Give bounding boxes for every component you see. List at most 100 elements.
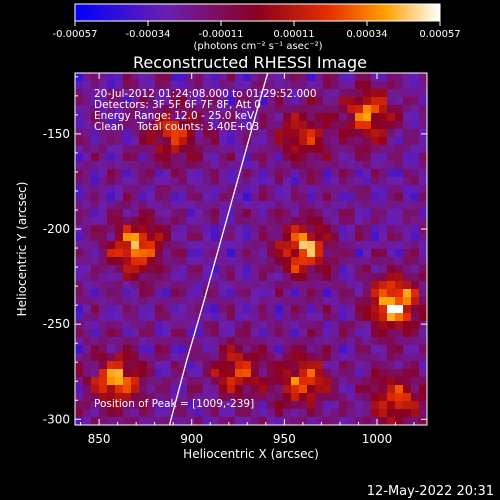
heatmap-cell xyxy=(339,121,348,130)
heatmap-cell xyxy=(299,113,308,122)
heatmap-cell xyxy=(155,377,164,386)
heatmap-cell xyxy=(395,337,404,346)
heatmap-cell xyxy=(195,289,204,298)
heatmap-cell xyxy=(147,81,156,90)
heatmap-cell xyxy=(419,393,427,402)
heatmap-cell xyxy=(283,225,292,234)
heatmap-cell xyxy=(187,121,196,130)
heatmap-cell xyxy=(371,257,380,266)
heatmap-cell xyxy=(371,145,380,154)
heatmap-cell xyxy=(387,145,396,154)
heatmap-cell xyxy=(411,113,420,122)
heatmap-cell xyxy=(275,249,284,258)
heatmap-cell xyxy=(331,297,340,306)
heatmap-cell xyxy=(219,113,228,122)
heatmap-cell xyxy=(387,89,396,98)
heatmap-cell xyxy=(99,209,108,218)
heatmap-cell xyxy=(379,249,388,258)
heatmap-cell xyxy=(363,249,372,258)
heatmap-cell xyxy=(275,337,284,346)
heatmap-cell xyxy=(283,73,292,82)
heatmap-cell xyxy=(267,345,276,354)
heatmap-cell xyxy=(403,297,412,306)
heatmap-cell xyxy=(259,153,268,162)
heatmap-cell xyxy=(339,297,348,306)
heatmap-cell xyxy=(331,153,340,162)
heatmap-cell xyxy=(99,105,108,114)
heatmap-cell xyxy=(139,361,148,370)
heatmap-cell xyxy=(227,81,236,90)
heatmap-cell xyxy=(91,401,100,410)
heatmap-cell xyxy=(107,369,116,378)
heatmap-cell xyxy=(203,249,212,258)
heatmap-cell xyxy=(275,353,284,362)
heatmap-cell xyxy=(403,105,412,114)
heatmap-cell xyxy=(291,377,300,386)
heatmap-cell xyxy=(115,241,124,250)
heatmap-cell xyxy=(315,81,324,90)
heatmap-cell xyxy=(235,185,244,194)
heatmap-cell xyxy=(339,185,348,194)
heatmap-cell xyxy=(299,377,308,386)
heatmap-cell xyxy=(379,321,388,330)
heatmap-cell xyxy=(331,193,340,202)
heatmap-cell xyxy=(259,377,268,386)
heatmap-cell xyxy=(259,361,268,370)
heatmap-cell xyxy=(83,321,92,330)
heatmap-cell xyxy=(107,257,116,266)
heatmap-cell xyxy=(339,249,348,258)
heatmap-cell xyxy=(171,121,180,130)
heatmap-cell xyxy=(291,137,300,146)
heatmap-cell xyxy=(91,305,100,314)
heatmap-cell xyxy=(315,321,324,330)
heatmap-cell xyxy=(211,377,220,386)
heatmap-cell xyxy=(323,89,332,98)
heatmap-cell xyxy=(219,305,228,314)
heatmap-cell xyxy=(195,169,204,178)
heatmap-cell xyxy=(267,369,276,378)
heatmap-cell xyxy=(195,345,204,354)
heatmap-cell xyxy=(91,217,100,226)
heatmap-cell xyxy=(123,201,132,210)
heatmap-cell xyxy=(315,161,324,170)
colorbar-units: (photons cm⁻² s⁻¹ asec⁻²) xyxy=(193,41,322,52)
heatmap-cell xyxy=(115,385,124,394)
heatmap-cell xyxy=(291,353,300,362)
heatmap-cell xyxy=(291,265,300,274)
heatmap-cell xyxy=(283,241,292,250)
heatmap-cell xyxy=(219,377,228,386)
heatmap-cell xyxy=(411,89,420,98)
heatmap-cell xyxy=(179,225,188,234)
heatmap-cell xyxy=(347,385,356,394)
heatmap-cell xyxy=(323,289,332,298)
heatmap-cell xyxy=(411,97,420,106)
heatmap-cell xyxy=(131,81,140,90)
heatmap-cell xyxy=(75,329,84,338)
heatmap-cell xyxy=(195,233,204,242)
heatmap-cell xyxy=(147,145,156,154)
heatmap-cell xyxy=(299,249,308,258)
heatmap-cell xyxy=(99,305,108,314)
heatmap-cell xyxy=(323,129,332,138)
heatmap-cell xyxy=(163,417,172,425)
heatmap-cell xyxy=(339,137,348,146)
heatmap-cell xyxy=(227,385,236,394)
heatmap-cell xyxy=(139,393,148,402)
heatmap-cell xyxy=(419,273,427,282)
heatmap-cell xyxy=(123,321,132,330)
heatmap-cell xyxy=(403,305,412,314)
heatmap-cell xyxy=(123,121,132,130)
heatmap-cell xyxy=(195,217,204,226)
heatmap-cell xyxy=(115,289,124,298)
heatmap-cell xyxy=(419,345,427,354)
heatmap-cell xyxy=(203,409,212,418)
heatmap-cell xyxy=(91,369,100,378)
heatmap-cell xyxy=(147,209,156,218)
heatmap-cell xyxy=(115,337,124,346)
heatmap-cell xyxy=(203,185,212,194)
heatmap-cell xyxy=(163,353,172,362)
heatmap-cell xyxy=(339,217,348,226)
heatmap-cell xyxy=(315,73,324,82)
heatmap-cell xyxy=(163,385,172,394)
heatmap-cell xyxy=(203,321,212,330)
